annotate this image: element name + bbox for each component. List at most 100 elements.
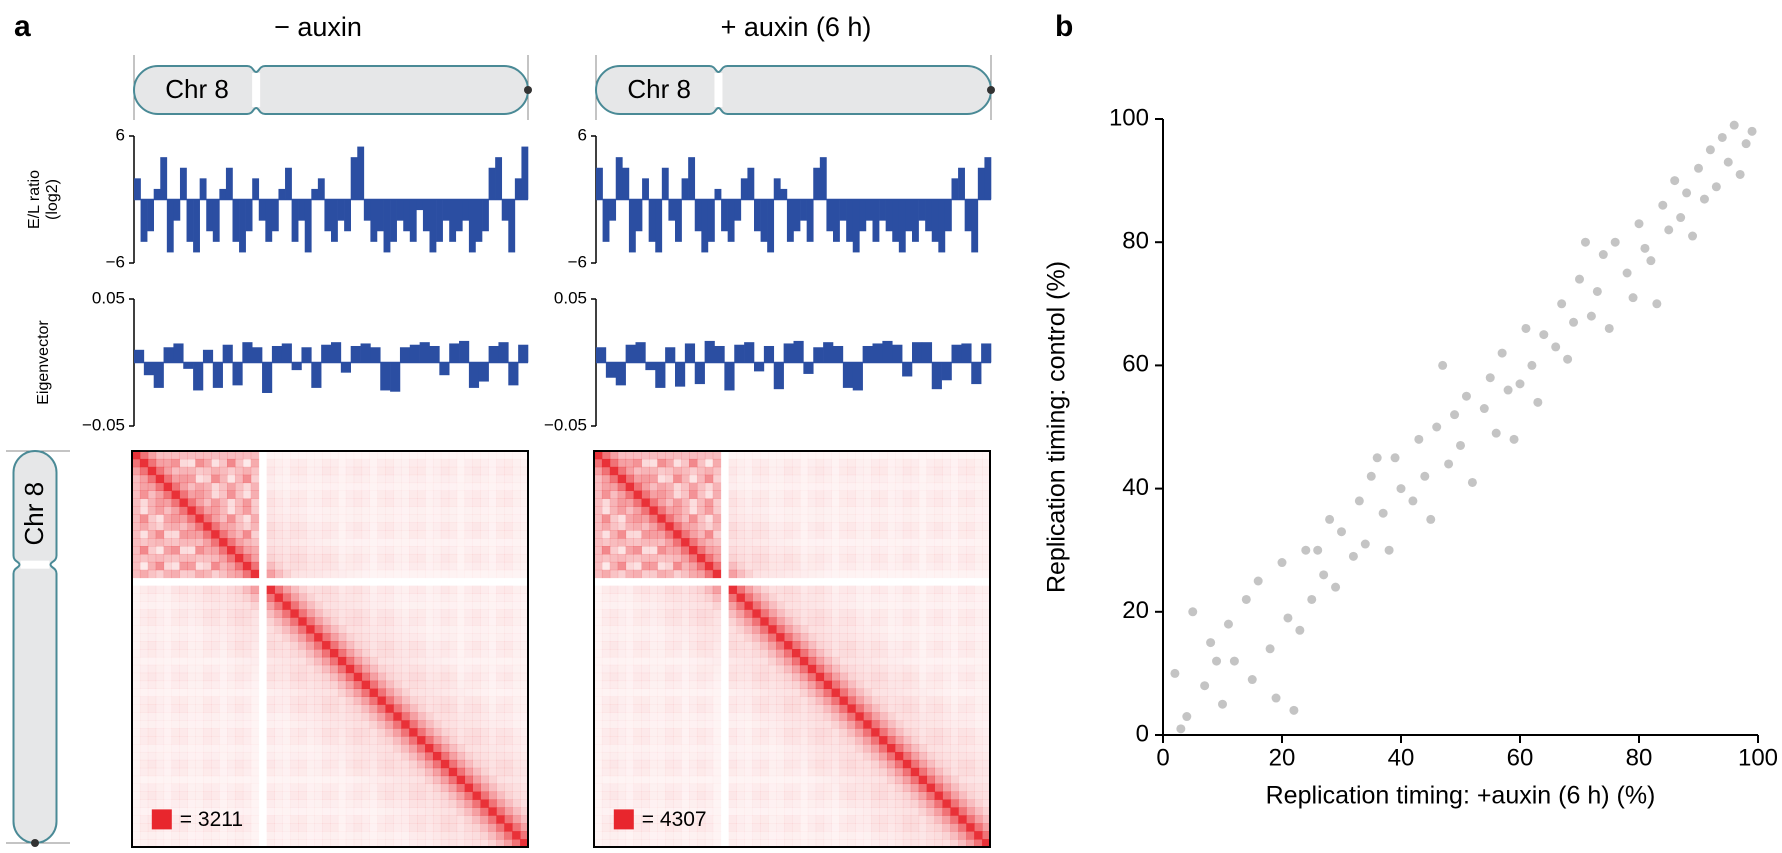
heatmap-cell <box>385 807 394 816</box>
heatmap-cell <box>147 839 157 848</box>
heatmap-cell <box>440 466 450 476</box>
heatmap-cell <box>432 498 442 507</box>
heatmap-cell <box>744 688 753 697</box>
heatmap-cell <box>472 736 481 745</box>
heatmap-cell <box>871 506 880 515</box>
heatmap-cell <box>601 823 611 832</box>
heatmap-cell <box>894 530 904 539</box>
heatmap-cell <box>163 546 172 555</box>
heatmap-cell <box>401 625 410 634</box>
heatmap-cell <box>594 538 603 547</box>
heatmap-cell <box>234 585 244 594</box>
heatmap-cell <box>337 704 347 713</box>
heatmap-cell <box>211 617 220 626</box>
heatmap-cell <box>171 601 180 610</box>
y-tick-label: 6 <box>578 125 587 144</box>
heatmap-cell <box>752 498 761 507</box>
heatmap-cell <box>879 601 888 610</box>
heatmap-cell <box>910 585 920 594</box>
heatmap-cell <box>752 744 761 753</box>
heatmap-cell <box>689 553 698 563</box>
heatmap-cell <box>673 451 682 460</box>
heatmap-cell <box>314 751 323 761</box>
heatmap-cell <box>760 498 769 507</box>
heatmap-cell <box>807 561 817 571</box>
heatmap-cell <box>855 451 864 460</box>
heatmap-cell <box>139 807 149 816</box>
heatmap-cell <box>950 744 959 753</box>
heatmap-cell <box>298 641 307 650</box>
heatmap-cell <box>617 593 627 602</box>
heatmap-cell <box>823 553 832 563</box>
heatmap-cell <box>425 839 434 848</box>
heatmap-cell <box>393 593 402 602</box>
heatmap-cell <box>926 704 935 713</box>
heatmap-cell <box>250 585 260 594</box>
heatmap-cell <box>704 831 714 840</box>
heatmap-cell <box>417 751 426 761</box>
heatmap-cell <box>918 553 928 563</box>
heatmap-cell <box>625 514 634 523</box>
heatmap-cell <box>926 609 935 618</box>
heatmap-cell <box>464 783 473 792</box>
heatmap-cell <box>641 696 650 705</box>
heatmap-cell <box>330 641 339 650</box>
heatmap-cell <box>211 831 220 840</box>
heatmap-cell <box>958 609 967 618</box>
heatmap-cell <box>369 775 378 785</box>
heatmap-cell <box>345 538 355 547</box>
heatmap-cell <box>784 775 793 785</box>
heatmap-cell <box>689 609 698 618</box>
heatmap-cell <box>448 791 458 800</box>
heatmap-cell <box>950 815 959 824</box>
heatmap-cell <box>219 744 228 753</box>
heatmap-cell <box>179 617 188 626</box>
heatmap-cell <box>871 680 880 689</box>
heatmap-cell <box>282 482 291 491</box>
heatmap-cell <box>234 530 244 539</box>
heatmap-cell <box>879 767 888 777</box>
heatmap-cell <box>712 759 722 769</box>
heatmap-cell <box>496 751 505 761</box>
heatmap-cell <box>681 601 690 610</box>
heatmap-cell <box>195 728 204 737</box>
centromere-gap <box>20 560 50 569</box>
heatmap-cell <box>147 736 157 745</box>
heatmap-cell <box>617 641 627 650</box>
heatmap-cell <box>649 664 658 674</box>
heatmap-cell <box>633 593 642 602</box>
heatmap-cell <box>314 767 323 777</box>
heatmap-cell <box>314 569 323 579</box>
heatmap-cell <box>958 775 967 785</box>
heatmap-cell <box>887 696 896 705</box>
heatmap-cell <box>799 649 809 658</box>
heatmap-cell <box>974 672 983 682</box>
heatmap-cell <box>689 593 698 602</box>
heatmap-cell <box>966 807 975 816</box>
heatmap-cell <box>353 688 363 697</box>
heatmap-cell <box>520 664 529 674</box>
heatmap-cell <box>918 514 928 523</box>
heatmap-cell <box>807 474 817 484</box>
heatmap-cell <box>855 641 864 650</box>
heatmap-cell <box>609 617 619 626</box>
heatmap-cell <box>752 791 761 800</box>
heatmap-cell <box>322 474 331 484</box>
heatmap-cell <box>330 680 339 689</box>
heatmap-cell <box>894 783 904 792</box>
heatmap-cell <box>625 593 634 602</box>
heatmap-cell <box>887 791 896 800</box>
heatmap-cell <box>657 791 666 800</box>
heatmap-cell <box>155 799 165 808</box>
heatmap-cell <box>855 656 864 666</box>
heatmap-cell <box>784 609 793 618</box>
heatmap-cell <box>863 633 872 642</box>
heatmap-cell <box>496 791 505 800</box>
heatmap-cell <box>594 831 603 840</box>
heatmap-cell <box>472 451 481 460</box>
heatmap-cell <box>704 672 714 682</box>
heatmap-cell <box>322 498 331 507</box>
heatmap-cell <box>894 664 904 674</box>
heatmap-cell <box>361 831 370 840</box>
heatmap-cell <box>496 649 505 658</box>
